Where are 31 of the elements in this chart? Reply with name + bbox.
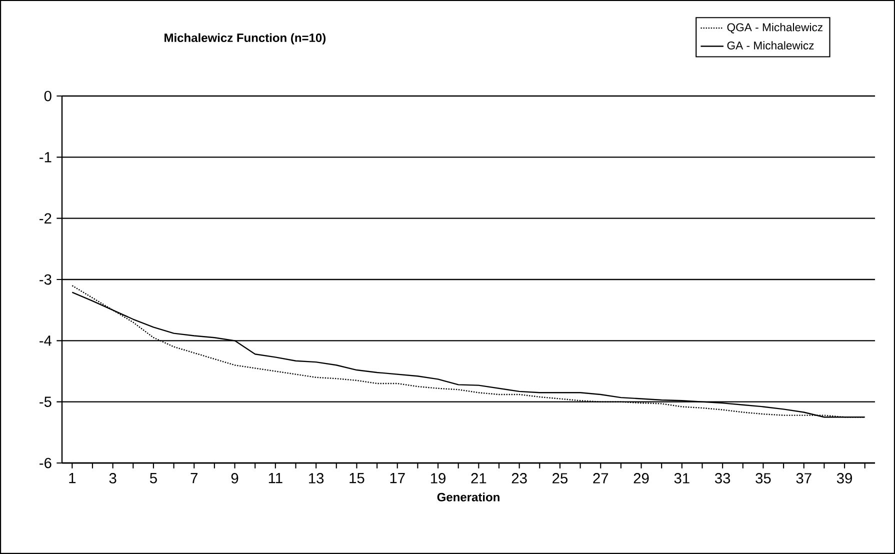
y-tick-label: -5 (40, 396, 52, 407)
x-tick-label: 29 (634, 473, 649, 484)
y-tick-label: -2 (40, 213, 52, 224)
x-tick-label: 3 (109, 473, 116, 484)
y-tick-label: -1 (40, 152, 52, 162)
legend-label: QGA - Michalewicz (727, 22, 823, 34)
x-tick-label: 13 (309, 473, 324, 484)
x-tick-label: 35 (756, 473, 771, 484)
x-tick-label: 7 (190, 473, 198, 484)
x-axis-title: Generation (437, 492, 500, 502)
x-tick-label: 15 (350, 473, 364, 484)
x-tick-label: 17 (390, 473, 405, 484)
x-tick-label: 27 (593, 473, 608, 484)
x-tick-label: 31 (674, 473, 690, 484)
x-tick-label: 39 (836, 473, 852, 484)
y-tick-label: -3 (40, 274, 52, 285)
x-tick-label: 21 (471, 473, 486, 484)
y-tick-label: -6 (40, 458, 52, 468)
x-tick-label: 5 (150, 473, 157, 484)
x-tick-label: 37 (796, 473, 812, 484)
x-tick-label: 33 (714, 473, 730, 484)
legend-label: GA - Michalewicz (727, 41, 814, 50)
x-tick-label: 9 (231, 473, 238, 484)
x-tick-label: 19 (430, 473, 446, 484)
chart-title: Michalewicz Function (n=10) (164, 33, 326, 44)
x-tick-label: 25 (552, 473, 568, 484)
y-tick-label: -4 (40, 336, 52, 346)
y-tick-label: 0 (44, 90, 52, 102)
x-tick-label: 11 (268, 473, 282, 484)
x-tick-label: 23 (512, 473, 527, 484)
x-tick-label: 1 (69, 473, 76, 484)
